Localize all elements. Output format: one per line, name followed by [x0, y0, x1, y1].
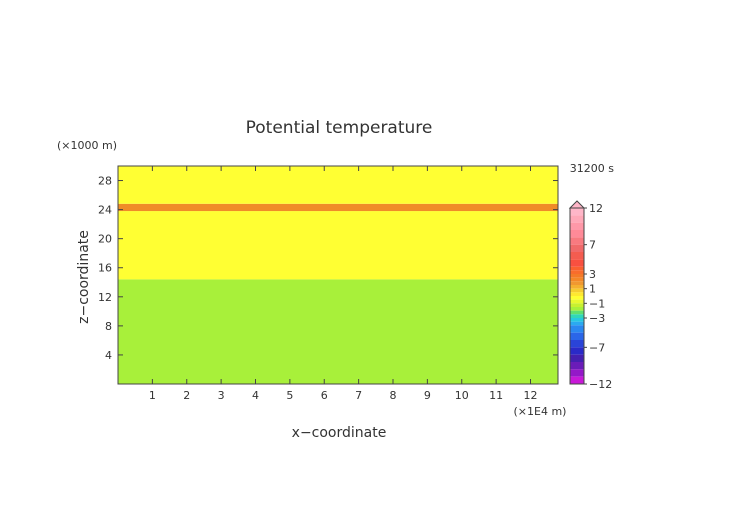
x-tick-label: 6	[321, 389, 328, 402]
colorbar-swatch	[570, 310, 584, 315]
x-tick-label: 5	[286, 389, 293, 402]
x-tick-label: 11	[489, 389, 503, 402]
colorbar: 12 7 3 1−1 −3 −7 −12	[568, 200, 612, 391]
colorbar-swatch	[570, 277, 584, 282]
colorbar-label: −3	[589, 312, 605, 325]
colorbar-swatch	[570, 376, 584, 384]
colorbar-cap	[568, 200, 586, 209]
x-tick-label: 12	[524, 389, 538, 402]
plot-frame	[117, 165, 559, 385]
colorbar-swatch	[570, 230, 584, 238]
y-tick-label: 12	[98, 291, 112, 304]
x-tick-label: 7	[355, 389, 362, 402]
x-tick-label: 4	[252, 389, 259, 402]
colorbar-swatch	[570, 303, 584, 307]
colorbar-swatch	[570, 259, 584, 267]
contour-region-0	[118, 279, 558, 384]
colorbar-label: −7	[589, 341, 605, 354]
y-tick-label: 24	[98, 204, 112, 217]
y-axis-label: z−coordinate	[76, 230, 92, 324]
colorbar-label: 12	[589, 202, 603, 215]
y-tick-label: 28	[98, 175, 112, 188]
colorbar-label: −12	[589, 378, 612, 391]
contour-region-1	[118, 211, 558, 280]
colorbar-swatch	[570, 325, 584, 333]
y-axis-unit: (×1000 m)	[57, 139, 117, 152]
time-label: 31200 s	[570, 162, 614, 175]
colorbar-swatch	[570, 340, 584, 348]
colorbar-swatch	[570, 318, 584, 322]
y-tick-label: 20	[98, 233, 112, 246]
y-tick-label: 4	[105, 349, 112, 362]
colorbar-swatch	[570, 285, 584, 289]
colorbar-swatch	[570, 252, 584, 260]
colorbar-frame	[569, 207, 585, 385]
x-tick-label: 10	[455, 389, 469, 402]
x-tick-label: 2	[183, 389, 190, 402]
chart-title: Potential temperature	[246, 118, 433, 138]
y-tick-label: 8	[105, 320, 112, 333]
x-axis-unit: (×1E4 m)	[514, 405, 567, 418]
colorbar-swatch	[570, 274, 584, 278]
plot-area	[117, 165, 559, 385]
colorbar-swatch	[570, 244, 584, 252]
colorbar-swatch	[570, 208, 584, 216]
colorbar-swatch	[570, 369, 584, 377]
colorbar-swatch	[570, 354, 584, 362]
colorbar-swatch	[570, 215, 584, 223]
colorbar-swatch	[570, 237, 584, 245]
colorbar-label: 7	[589, 239, 596, 252]
colorbar-swatch	[570, 362, 584, 370]
colorbar-swatch	[570, 266, 584, 271]
colorbar-swatch	[570, 299, 584, 304]
colorbar-swatch	[570, 288, 584, 293]
colorbar-swatch	[570, 292, 584, 296]
contour-region-3	[118, 166, 558, 204]
x-tick-label: 9	[424, 389, 431, 402]
colorbar-label: −1	[589, 297, 605, 310]
colorbar-swatch	[570, 281, 584, 285]
colorbar-swatch	[570, 296, 584, 300]
x-axis-ticks: 1 2 3 4 5 6 7 8 9 10 11 12	[149, 166, 538, 402]
colorbar-swatch	[570, 270, 584, 274]
x-tick-label: 8	[390, 389, 397, 402]
colorbar-swatch	[570, 332, 584, 340]
colorbar-swatch	[570, 321, 584, 326]
y-axis-ticks: 4 8 12 16 20 24 28	[98, 175, 558, 362]
x-tick-label: 1	[149, 389, 156, 402]
colorbar-swatch	[570, 314, 584, 318]
x-axis-label: x−coordinate	[292, 425, 387, 441]
contour-region-2	[118, 203, 558, 212]
colorbar-swatch	[570, 307, 584, 311]
colorbar-swatch	[570, 222, 584, 230]
colorbar-swatch	[570, 347, 584, 355]
colorbar-label: 3	[589, 268, 596, 281]
y-tick-label: 16	[98, 262, 112, 275]
colorbar-label: 1	[589, 283, 596, 296]
x-tick-label: 3	[218, 389, 225, 402]
